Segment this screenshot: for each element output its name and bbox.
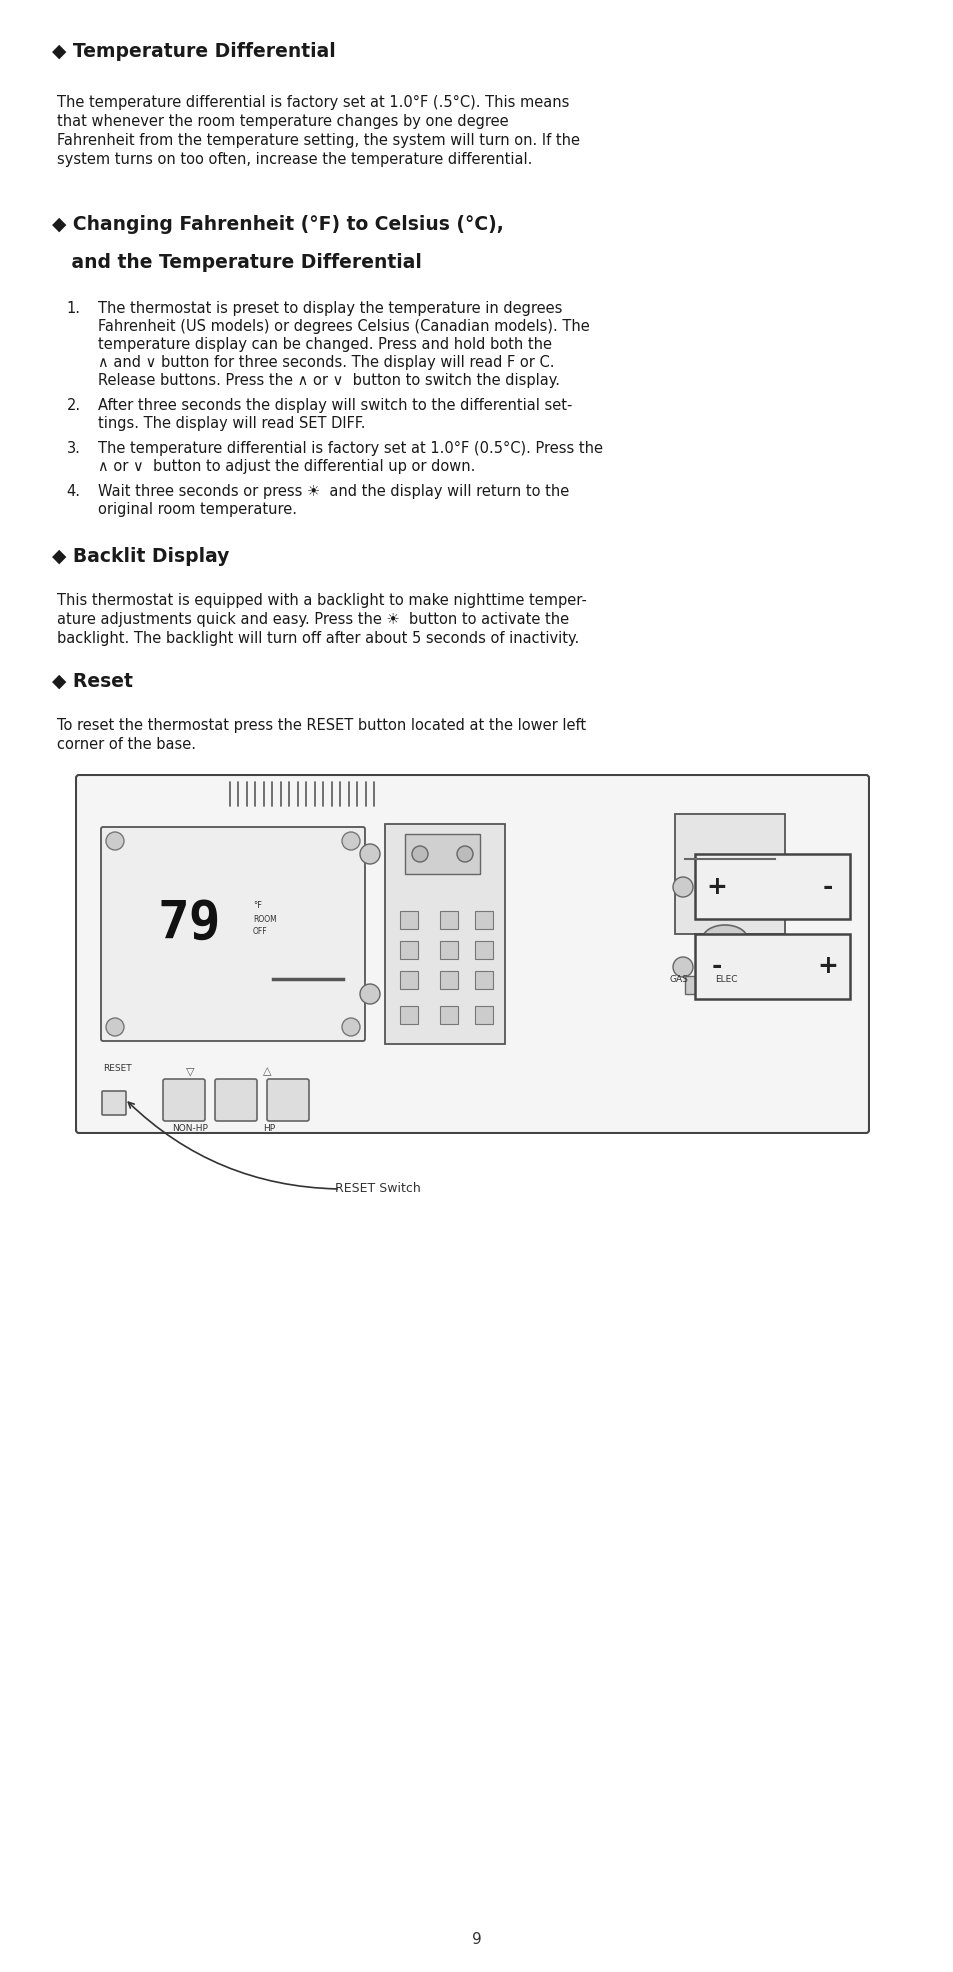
Text: -: - xyxy=(821,876,832,899)
Text: The temperature differential is factory set at 1.0°F (0.5°C). Press the: The temperature differential is factory … xyxy=(98,442,602,456)
Circle shape xyxy=(359,844,379,864)
Text: +: + xyxy=(817,954,838,978)
Text: OFF: OFF xyxy=(253,927,268,937)
Text: △: △ xyxy=(262,1067,271,1077)
Circle shape xyxy=(412,846,428,862)
FancyBboxPatch shape xyxy=(102,1091,126,1114)
Text: The temperature differential is factory set at 1.0°F (.5°C). This means: The temperature differential is factory … xyxy=(57,95,569,110)
FancyBboxPatch shape xyxy=(267,1079,309,1120)
Text: and the Temperature Differential: and the Temperature Differential xyxy=(52,252,422,272)
Bar xyxy=(399,1006,417,1023)
FancyBboxPatch shape xyxy=(214,1079,256,1120)
Bar xyxy=(439,970,457,990)
Ellipse shape xyxy=(701,925,747,952)
Bar xyxy=(385,824,504,1043)
Bar xyxy=(695,854,849,919)
Text: 1.: 1. xyxy=(67,302,81,316)
Text: ∧ or ∨  button to adjust the differential up or down.: ∧ or ∨ button to adjust the differential… xyxy=(98,459,476,473)
Text: that whenever the room temperature changes by one degree: that whenever the room temperature chang… xyxy=(57,114,508,128)
Circle shape xyxy=(672,878,692,897)
Bar xyxy=(475,911,493,929)
Bar xyxy=(399,911,417,929)
Text: 3.: 3. xyxy=(67,442,81,456)
Circle shape xyxy=(341,1018,359,1035)
Text: After three seconds the display will switch to the differential set-: After three seconds the display will swi… xyxy=(98,398,572,412)
Bar xyxy=(684,976,712,994)
Text: temperature display can be changed. Press and hold both the: temperature display can be changed. Pres… xyxy=(98,337,552,351)
Text: ature adjustments quick and easy. Press the ☀  button to activate the: ature adjustments quick and easy. Press … xyxy=(57,611,569,627)
Text: Fahrenheit (US models) or degrees Celsius (Canadian models). The: Fahrenheit (US models) or degrees Celsiu… xyxy=(98,319,589,333)
FancyBboxPatch shape xyxy=(163,1079,205,1120)
Text: system turns on too often, increase the temperature differential.: system turns on too often, increase the … xyxy=(57,152,532,168)
Text: 79: 79 xyxy=(158,897,221,951)
Text: Wait three seconds or press ☀  and the display will return to the: Wait three seconds or press ☀ and the di… xyxy=(98,483,569,499)
Text: +: + xyxy=(706,876,727,899)
Bar xyxy=(475,941,493,958)
Bar xyxy=(405,834,479,874)
Text: NON-HP: NON-HP xyxy=(172,1124,208,1134)
Bar xyxy=(399,941,417,958)
Bar xyxy=(399,970,417,990)
Circle shape xyxy=(456,846,473,862)
Text: ◆ Reset: ◆ Reset xyxy=(52,672,133,690)
Text: backlight. The backlight will turn off after about 5 seconds of inactivity.: backlight. The backlight will turn off a… xyxy=(57,631,578,647)
Text: ◆ Changing Fahrenheit (°F) to Celsius (°C),: ◆ Changing Fahrenheit (°F) to Celsius (°… xyxy=(52,215,504,235)
Text: The thermostat is preset to display the temperature in degrees: The thermostat is preset to display the … xyxy=(98,302,562,316)
Text: GAS: GAS xyxy=(669,974,688,984)
Bar xyxy=(475,970,493,990)
Text: 4.: 4. xyxy=(67,483,81,499)
Bar xyxy=(675,814,784,935)
Bar xyxy=(695,935,849,1000)
Text: To reset the thermostat press the RESET button located at the lower left: To reset the thermostat press the RESET … xyxy=(57,718,586,734)
Text: original room temperature.: original room temperature. xyxy=(98,503,297,517)
Text: ◆ Backlit Display: ◆ Backlit Display xyxy=(52,546,230,566)
Text: RESET Switch: RESET Switch xyxy=(335,1183,420,1195)
Ellipse shape xyxy=(701,876,747,903)
Bar xyxy=(439,911,457,929)
Text: ◆ Temperature Differential: ◆ Temperature Differential xyxy=(52,41,335,61)
Text: RESET: RESET xyxy=(103,1065,132,1073)
Text: ▽: ▽ xyxy=(186,1067,194,1077)
Bar xyxy=(475,1006,493,1023)
Text: HP: HP xyxy=(263,1124,274,1134)
Text: °F: °F xyxy=(253,901,262,911)
Circle shape xyxy=(106,832,124,850)
Bar xyxy=(439,1006,457,1023)
FancyBboxPatch shape xyxy=(101,826,365,1041)
Bar xyxy=(439,941,457,958)
Circle shape xyxy=(106,1018,124,1035)
Text: 9: 9 xyxy=(472,1933,481,1948)
Circle shape xyxy=(672,956,692,976)
Circle shape xyxy=(341,832,359,850)
Text: corner of the base.: corner of the base. xyxy=(57,738,196,751)
Text: tings. The display will read SET DIFF.: tings. The display will read SET DIFF. xyxy=(98,416,365,432)
Text: ELEC: ELEC xyxy=(714,974,737,984)
FancyBboxPatch shape xyxy=(76,775,868,1134)
Text: Release buttons. Press the ∧ or ∨  button to switch the display.: Release buttons. Press the ∧ or ∨ button… xyxy=(98,373,559,388)
Circle shape xyxy=(359,984,379,1004)
Text: -: - xyxy=(711,954,721,978)
Text: 2.: 2. xyxy=(67,398,81,412)
Text: Fahrenheit from the temperature setting, the system will turn on. If the: Fahrenheit from the temperature setting,… xyxy=(57,132,579,148)
Text: ROOM: ROOM xyxy=(253,915,276,925)
Text: ∧ and ∨ button for three seconds. The display will read F or C.: ∧ and ∨ button for three seconds. The di… xyxy=(98,355,555,371)
Text: This thermostat is equipped with a backlight to make nighttime temper-: This thermostat is equipped with a backl… xyxy=(57,594,586,607)
